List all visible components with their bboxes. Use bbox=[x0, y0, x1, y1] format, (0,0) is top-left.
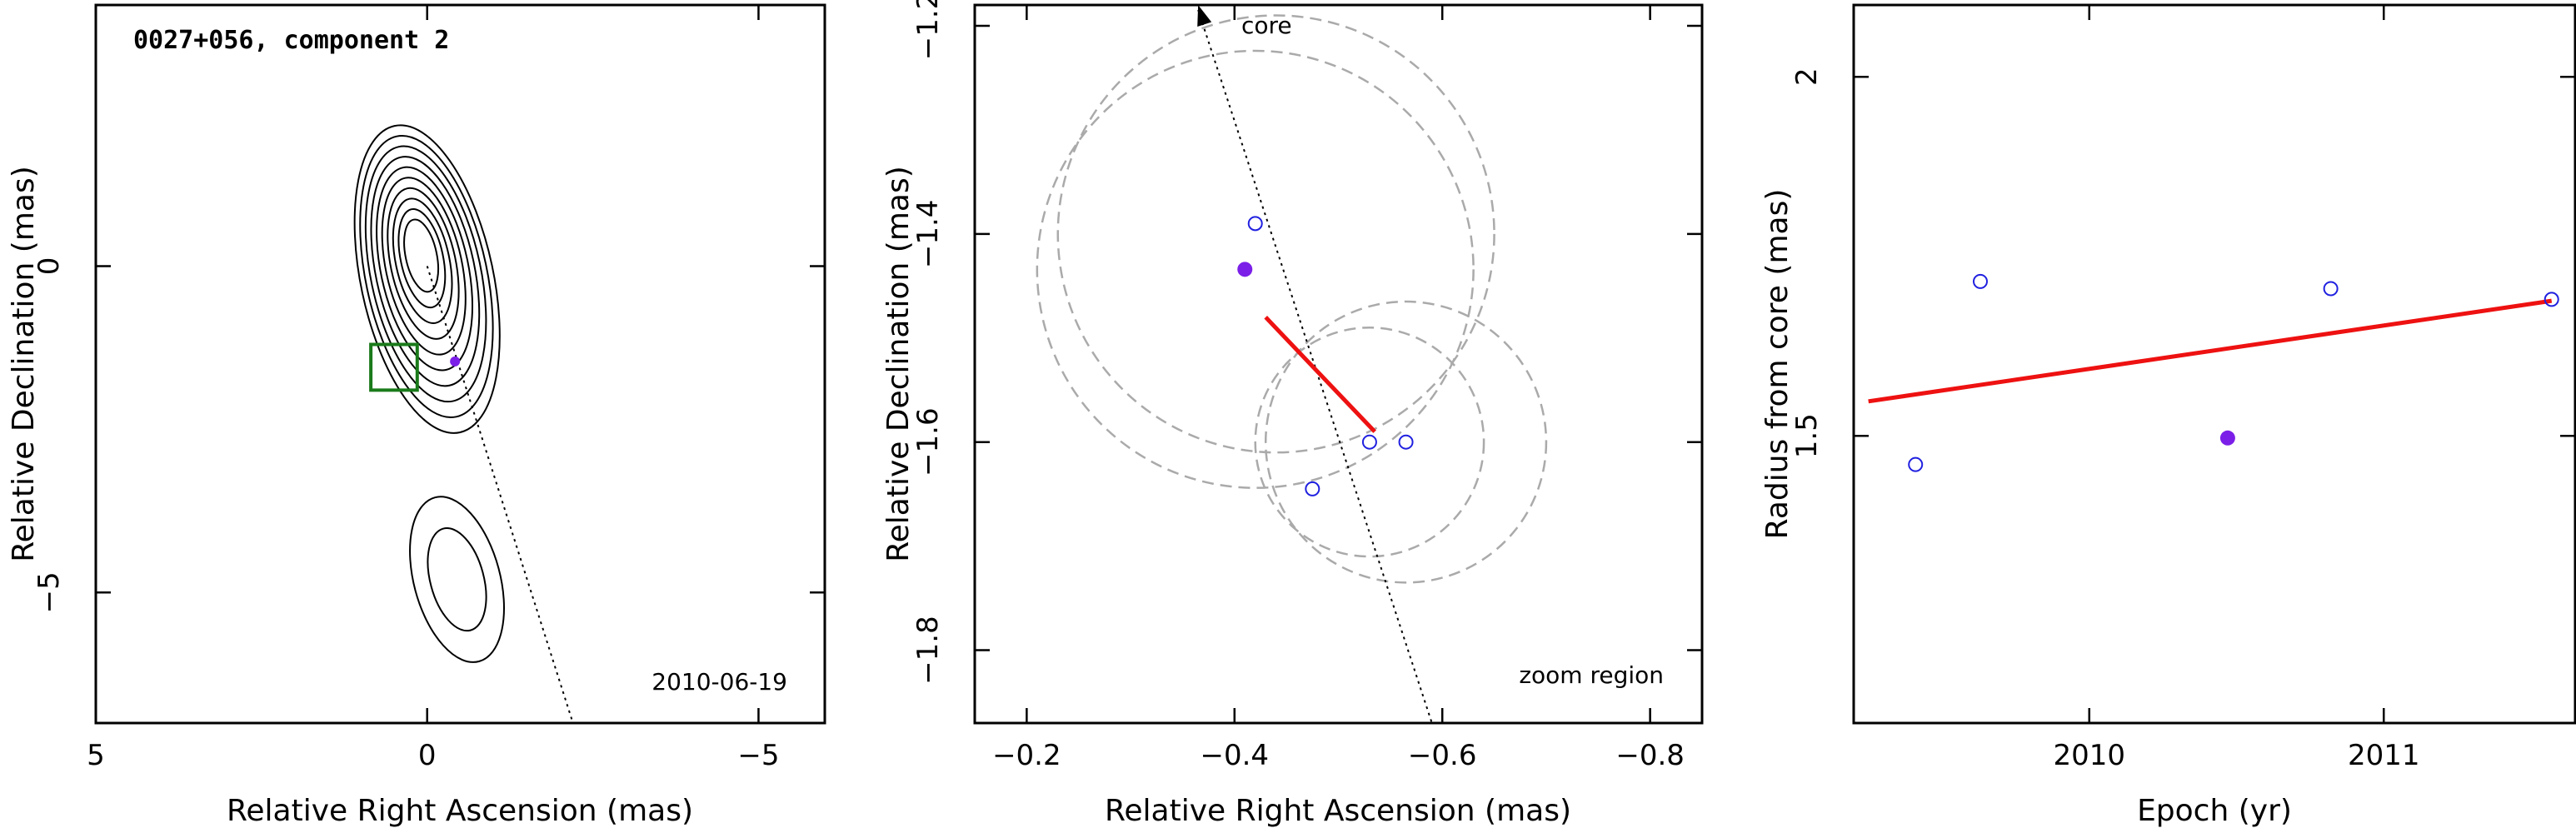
radius-plot-area bbox=[1868, 273, 2559, 472]
filled-data-point bbox=[1237, 262, 1253, 277]
contour-line bbox=[364, 145, 487, 403]
component-marker bbox=[450, 356, 461, 367]
open-data-point bbox=[1972, 273, 1988, 289]
contour-line bbox=[387, 187, 460, 340]
radius-frame bbox=[1852, 3, 2576, 725]
core-arrowhead bbox=[1197, 5, 1212, 27]
middle-x-tick-label: −0.8 bbox=[1615, 739, 1685, 772]
right-y-tick-label: 1.5 bbox=[1790, 413, 1824, 458]
contour-line bbox=[353, 124, 501, 434]
left-x-tick-label: −5 bbox=[737, 739, 779, 772]
left-x-axis-label: Relative Right Ascension (mas) bbox=[227, 794, 693, 828]
left-y-tick-label: −5 bbox=[32, 571, 66, 613]
zoom-region-panel: −0.2 −0.4 −0.6 −0.8 −1.2 −1.4 −1.6 −1.8 core zo… bbox=[881, 0, 1704, 828]
middle-y-tick-label: −1.8 bbox=[911, 616, 945, 685]
contour-line bbox=[359, 134, 494, 418]
contour-line bbox=[392, 197, 453, 324]
contour-map-plot-area bbox=[353, 124, 574, 723]
open-data-point bbox=[1361, 434, 1377, 450]
contour-map-ticks: 5 0 −5 0 −5 bbox=[32, 5, 825, 772]
radius-vs-epoch-panel: 2010 2011 2 1.5 Epoch (yr) Radius from core… bbox=[1760, 3, 2576, 828]
zoom-region-annotation: zoom region bbox=[1519, 661, 1664, 689]
fit-line bbox=[1868, 298, 2553, 404]
error-circle bbox=[1254, 327, 1485, 558]
middle-x-tick-label: −0.2 bbox=[992, 739, 1061, 772]
zoom-frame bbox=[973, 3, 1704, 725]
middle-y-tick-label: −1.6 bbox=[911, 407, 945, 476]
middle-y-tick-label: −1.4 bbox=[911, 200, 945, 269]
contour-line bbox=[397, 207, 447, 309]
secondary-contour-line bbox=[427, 527, 487, 632]
fit-line bbox=[1264, 316, 1376, 433]
middle-y-tick-label: −1.2 bbox=[911, 0, 945, 60]
middle-x-tick-label: −0.4 bbox=[1201, 739, 1270, 772]
contour-map-frame bbox=[94, 3, 826, 725]
contour-line bbox=[403, 218, 440, 293]
right-x-tick-label: 2010 bbox=[2054, 739, 2126, 772]
open-data-point bbox=[2323, 281, 2339, 297]
left-y-axis-label: Relative Declination (mas) bbox=[7, 166, 41, 562]
error-circle bbox=[1036, 49, 1475, 489]
middle-y-axis-label: Relative Declination (mas) bbox=[881, 166, 916, 562]
filled-data-point bbox=[2219, 430, 2235, 446]
left-x-tick-label: 0 bbox=[418, 739, 437, 772]
open-data-point bbox=[2544, 292, 2559, 307]
contour-map-panel: 5 0 −5 0 −5 0027+056, component 2 2010-06-19… bbox=[7, 3, 826, 828]
left-y-tick-label: 0 bbox=[32, 257, 66, 276]
right-y-axis-label: Radius from core (mas) bbox=[1760, 189, 1795, 540]
contour-line bbox=[370, 156, 481, 387]
error-circle bbox=[1056, 14, 1495, 454]
right-x-axis-label: Epoch (yr) bbox=[2137, 794, 2292, 828]
contour-line bbox=[376, 166, 474, 372]
right-x-tick-label: 2011 bbox=[2348, 739, 2420, 772]
open-data-point bbox=[1305, 481, 1320, 496]
left-x-tick-label: 5 bbox=[87, 739, 105, 772]
secondary-contour-line bbox=[409, 496, 505, 663]
epoch-annotation: 2010-06-19 bbox=[651, 668, 787, 696]
error-circle bbox=[1264, 300, 1548, 584]
open-data-point bbox=[1908, 456, 1924, 472]
right-y-tick-label: 2 bbox=[1790, 67, 1824, 86]
map-title: 0027+056, component 2 bbox=[133, 26, 449, 55]
middle-x-axis-label: Relative Right Ascension (mas) bbox=[1105, 794, 1571, 828]
zoom-ticks: −0.2 −0.4 −0.6 −0.8 −1.2 −1.4 −1.6 −1.8 bbox=[911, 0, 1702, 772]
zoom-box bbox=[369, 342, 419, 392]
core-label: core bbox=[1241, 12, 1292, 39]
open-data-point bbox=[1247, 216, 1263, 232]
zoom-plot-area bbox=[1036, 5, 1548, 723]
middle-x-tick-label: −0.6 bbox=[1408, 739, 1477, 772]
radius-ticks: 2010 2011 2 1.5 bbox=[1790, 5, 2575, 772]
open-data-point bbox=[1398, 434, 1414, 450]
contour-line bbox=[381, 177, 467, 356]
